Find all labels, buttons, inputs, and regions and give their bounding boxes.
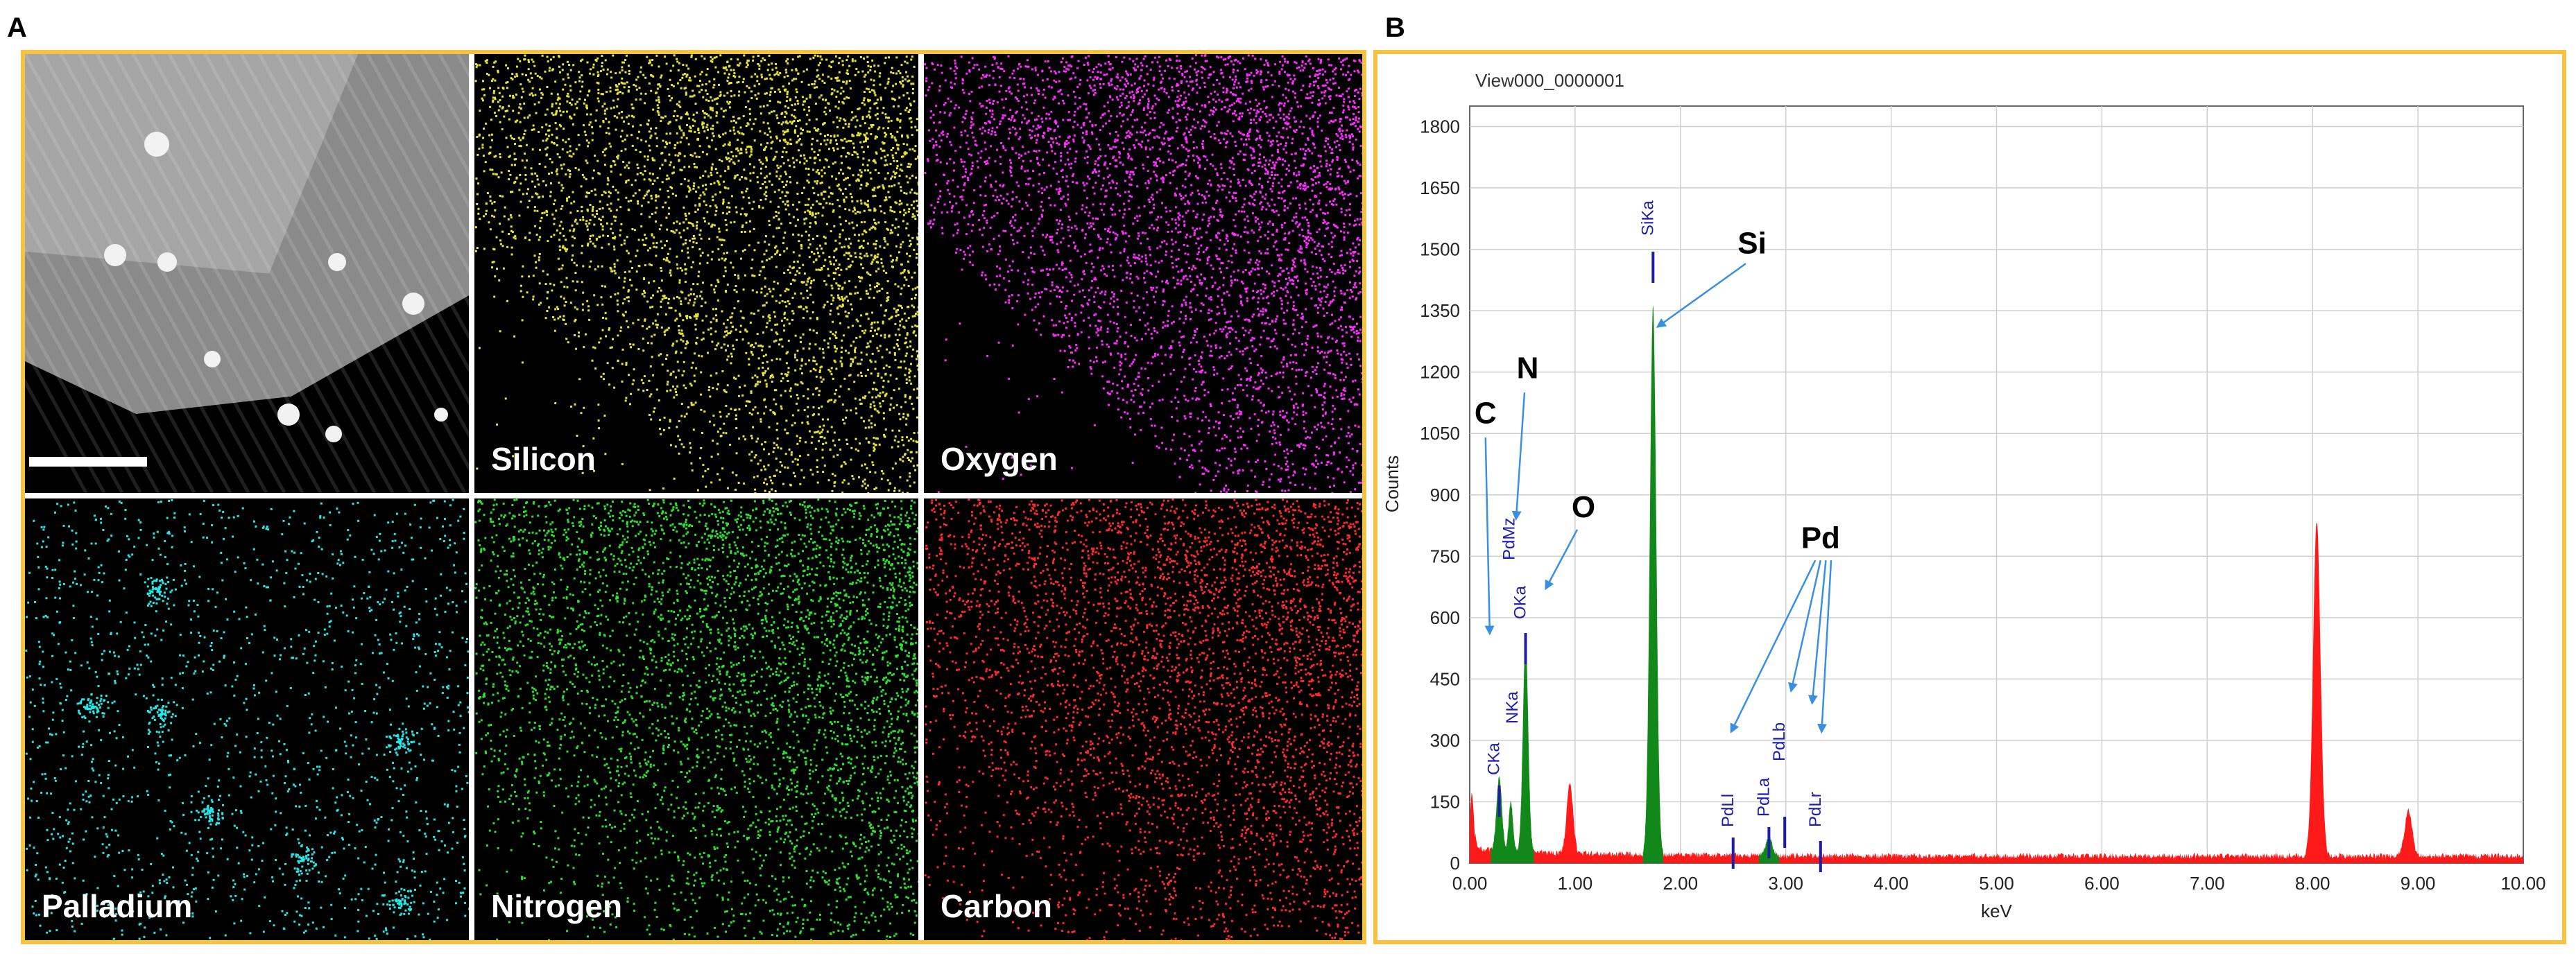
line-marker-label: OKa	[1511, 585, 1530, 619]
x-tick-label: 6.00	[2084, 873, 2120, 894]
y-tick-label: 750	[1430, 546, 1460, 566]
x-tick-label: 7.00	[2190, 873, 2225, 894]
line-marker-label: NKa	[1503, 691, 1522, 724]
y-tick-label: 1200	[1420, 362, 1460, 383]
silicon-map-label: Silicon	[491, 441, 596, 477]
annotation-arrow	[1484, 437, 1495, 636]
line-marker-label: PdLa	[1754, 777, 1773, 817]
haadf-image	[25, 54, 469, 493]
annotation-arrow	[1656, 263, 1746, 328]
y-tick-label: 600	[1430, 607, 1460, 628]
element-peak	[1504, 799, 1518, 863]
line-marker-label: PdLr	[1806, 792, 1825, 827]
x-tick-label: 3.00	[1768, 873, 1803, 894]
x-tick-label: 5.00	[1979, 873, 2014, 894]
palladium-map-label: Palladium	[42, 888, 193, 924]
line-marker-label: PdLb	[1770, 722, 1789, 761]
palladium-map: Palladium	[25, 498, 469, 940]
nitrogen-map: Nitrogen	[474, 498, 918, 940]
spectrum-background-series	[1470, 522, 2523, 863]
line-marker-label: SiKa	[1638, 200, 1657, 236]
x-tick-label: 0.00	[1452, 873, 1488, 894]
eds-spectrum-frame: View000_0000001 0.00 1.00 2.00 3.00 4.00 5.00 6…	[1373, 50, 2566, 944]
element-annotation: Pd	[1801, 521, 1840, 555]
element-annotation: Si	[1737, 226, 1767, 260]
y-tick-label: 1050	[1420, 423, 1460, 444]
y-tick-label: 450	[1430, 668, 1460, 689]
x-tick-label: 8.00	[2295, 873, 2330, 894]
x-tick-label: 9.00	[2401, 873, 2436, 894]
panel-b-letter: B	[1385, 12, 1405, 43]
line-marker-label: PdLl	[1719, 794, 1737, 827]
oxygen-map-label: Oxygen	[941, 441, 1058, 477]
y-tick-label: 1350	[1420, 300, 1460, 321]
line-marker-label: PdMz	[1500, 518, 1519, 560]
panel-a-letter: A	[7, 12, 27, 43]
nitrogen-map-label: Nitrogen	[491, 888, 623, 924]
annotation-arrow	[1511, 392, 1526, 521]
y-tick-label: 1650	[1420, 177, 1460, 198]
y-tick-label: 0	[1450, 853, 1460, 874]
element-peak	[1517, 636, 1534, 863]
x-tick-label: 4.00	[1873, 873, 1909, 894]
y-tick-label: 1800	[1420, 116, 1460, 137]
x-axis-label: keV	[1981, 901, 2012, 921]
oxygen-map: Oxygen	[924, 54, 1362, 493]
elemental-maps-frame: Silicon Oxygen Palladium Nitrogen Carbon	[21, 50, 1366, 944]
carbon-map-label: Carbon	[941, 888, 1052, 924]
carbon-map: Carbon	[924, 498, 1362, 940]
element-annotation: O	[1572, 490, 1595, 524]
eds-spectrum-chart: View000_0000001 0.00 1.00 2.00 3.00 4.00 5.00 6…	[1382, 70, 2546, 921]
y-tick-label: 300	[1430, 730, 1460, 751]
x-tick-label: 1.00	[1558, 873, 1593, 894]
annotation-arrow	[1545, 529, 1579, 591]
y-axis-label: Counts	[1382, 456, 1402, 512]
element-peak	[1642, 305, 1663, 863]
annotation-arrow	[1817, 560, 1832, 734]
x-tick-label: 2.00	[1663, 873, 1698, 894]
line-marker-label: CKa	[1485, 743, 1504, 775]
y-tick-label: 1500	[1420, 239, 1460, 260]
element-annotation: N	[1517, 352, 1539, 385]
chart-title: View000_0000001	[1475, 70, 1624, 91]
element-peak	[1491, 776, 1508, 863]
annotation-arrow	[1788, 559, 1822, 693]
element-annotation: C	[1475, 396, 1497, 430]
y-tick-label: 150	[1430, 791, 1460, 812]
annotation-arrow	[1808, 560, 1827, 705]
silicon-map: Silicon	[474, 54, 918, 493]
scale-bar	[29, 457, 147, 467]
x-tick-label: 10.00	[2500, 873, 2545, 894]
y-tick-label: 900	[1430, 485, 1460, 505]
annotation-arrow	[1730, 559, 1817, 734]
